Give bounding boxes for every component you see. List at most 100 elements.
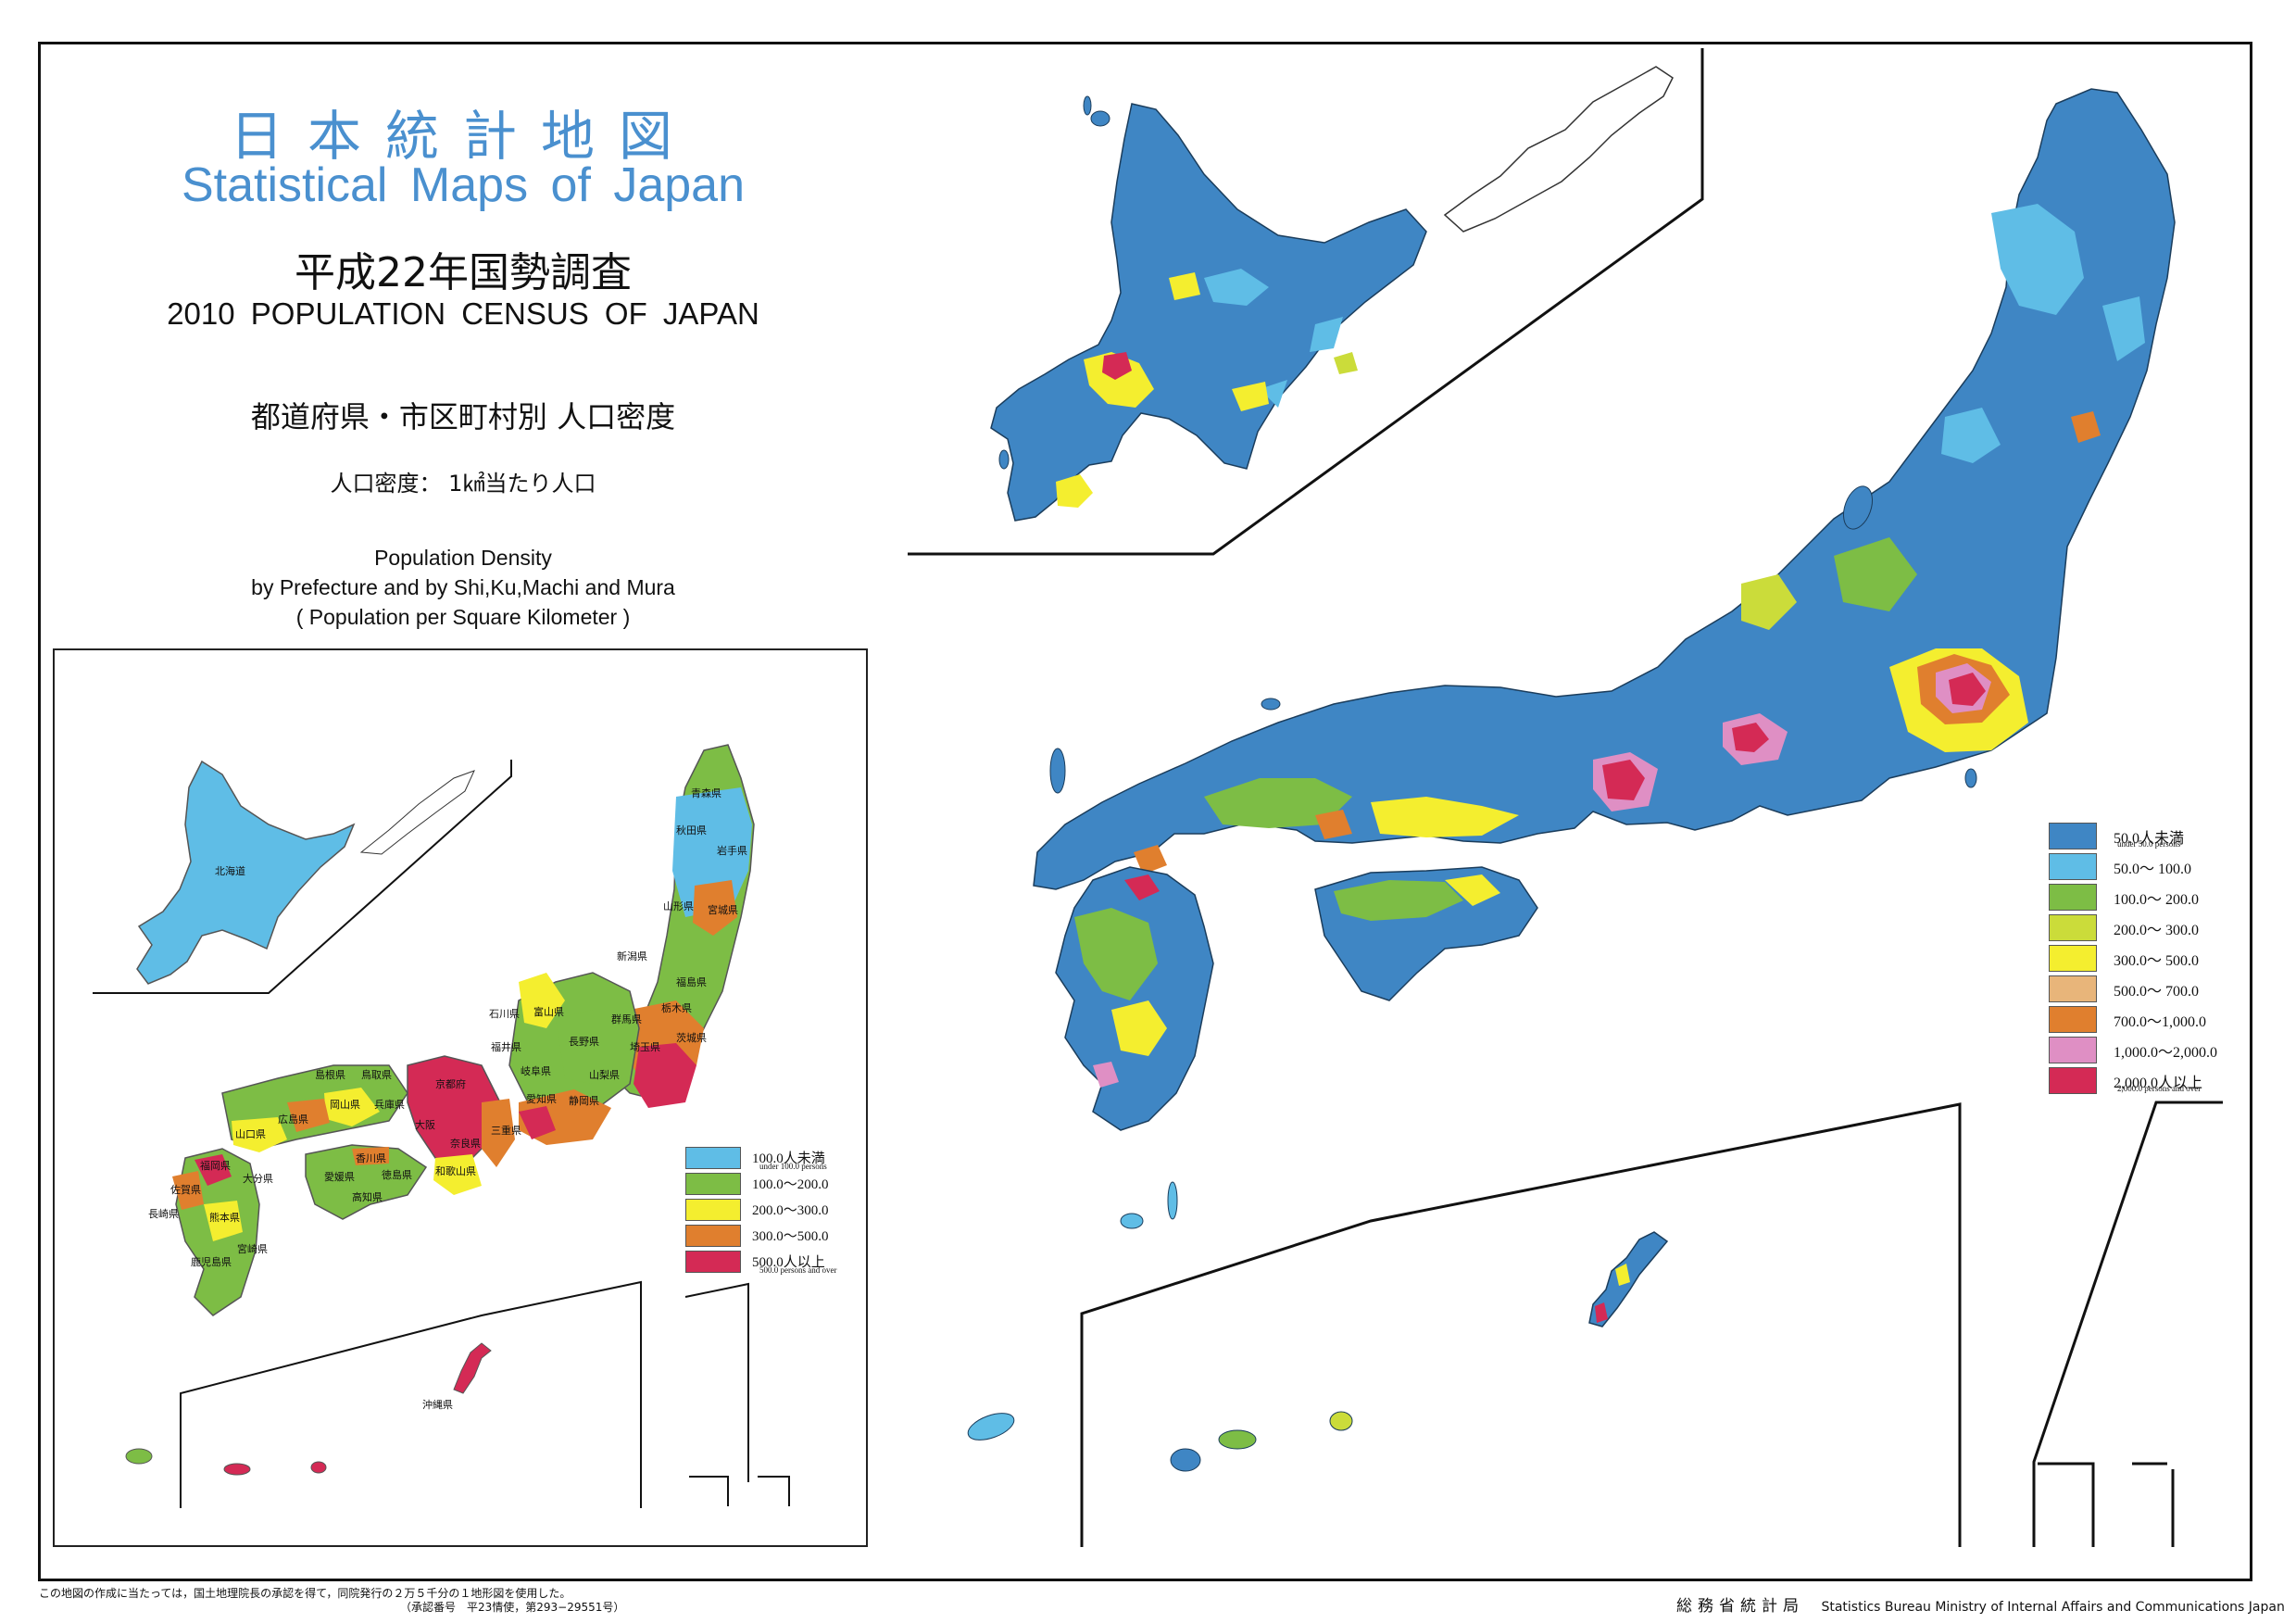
- main-honshu: [1033, 88, 2176, 890]
- main-asahikawa: [1169, 272, 1200, 300]
- pref-okinawa: [453, 1342, 492, 1394]
- legend-label: 1,000.0～2,000.0: [2114, 1045, 2218, 1061]
- legend-swatch: [2049, 884, 2097, 911]
- legend-label: 300.0～500.0: [752, 1229, 829, 1244]
- label-miyagi: 宮城県: [708, 903, 738, 916]
- legend-swatch: [685, 1251, 741, 1273]
- pref-hiroshima: [287, 1099, 330, 1132]
- subject-english-line-1: Population Density: [374, 546, 552, 570]
- pref-saitama-tokyo: [634, 1043, 696, 1108]
- northern-territories: [1443, 66, 1674, 233]
- legend-swatch: [2049, 975, 2097, 1002]
- main-tokyo: [1949, 673, 1986, 706]
- label-hyogo: 兵庫県: [374, 1098, 405, 1111]
- label-nagasaki: 長崎県: [148, 1207, 179, 1220]
- main-nagoya: [1732, 723, 1769, 752]
- tanegashima: [1120, 1213, 1144, 1229]
- legend-swatch: [2049, 945, 2097, 972]
- pref-shikoku: [305, 1144, 428, 1220]
- pref-kumamoto: [204, 1201, 243, 1241]
- label-wakayama: 和歌山県: [435, 1164, 476, 1177]
- legend-sublabel: 500.0 persons and over: [759, 1265, 837, 1275]
- legend-swatch: [2049, 1037, 2097, 1063]
- label-ibaraki: 茨城県: [676, 1031, 707, 1044]
- main-sapporo-core: [1102, 352, 1132, 380]
- label-hokkaido: 北海道: [215, 864, 245, 877]
- label-nagano: 長野県: [569, 1036, 599, 1048]
- subject-english-line-3: ( Population per Square Kilometer ): [295, 605, 631, 629]
- footer-note-line-1: この地図の作成に当たっては，国土地理院長の承認を得て，同院発行の２万５千分の１地…: [39, 1587, 571, 1600]
- pref-kagawa: [352, 1147, 389, 1165]
- label-kagawa: 香川県: [356, 1152, 386, 1164]
- main-sapporo: [1084, 352, 1154, 408]
- legend-swatch: [685, 1199, 741, 1221]
- main-hokuriku-yellow: [1741, 574, 1797, 630]
- main-hokkaido: [990, 103, 1427, 522]
- main-chugoku-green: [1204, 778, 1352, 828]
- label-kumamoto: 熊本県: [209, 1211, 240, 1224]
- label-saga: 佐賀県: [170, 1183, 201, 1196]
- pref-nagano: [556, 1010, 611, 1084]
- pref-miyagi: [693, 880, 737, 936]
- pref-okinawa-border: [180, 1280, 642, 1508]
- oki: [1261, 698, 1281, 711]
- label-okinawa: 沖縄県: [422, 1398, 453, 1411]
- pref-toyama-ishikawa: [519, 973, 565, 1028]
- legend-swatch: [2049, 853, 2097, 880]
- legend-swatch: [2049, 823, 2097, 849]
- amami: [967, 1413, 1015, 1441]
- pref-kuril: [359, 770, 475, 855]
- map-frame: [38, 42, 2252, 1581]
- label-mie: 三重県: [491, 1124, 521, 1137]
- label-kyoto: 京都府: [435, 1077, 466, 1090]
- subject-english-line-2: by Prefecture and by Shi,Ku,Machi and Mu…: [251, 575, 675, 599]
- legend-label: 100.0～200.0: [752, 1177, 829, 1192]
- legend-swatch: [685, 1173, 741, 1195]
- pref-aichi: [519, 1106, 556, 1139]
- legend-label: 700.0～1,000.0: [2114, 1014, 2207, 1030]
- sado: [1842, 485, 1874, 530]
- title-japanese: 日本統計地図: [229, 105, 696, 168]
- footer-publisher: 総務省統計局 Statistics Bureau Ministry of Int…: [1676, 1592, 2285, 1616]
- census-title-japanese: 平成22年国勢調査: [295, 249, 632, 296]
- legend-swatch: [2049, 1006, 2097, 1033]
- label-aomori: 青森県: [691, 786, 721, 799]
- label-aichi: 愛知県: [526, 1092, 557, 1105]
- subject-japanese: 都道府県・市区町村別 人口密度: [250, 399, 676, 434]
- label-ishikawa: 石川県: [489, 1008, 520, 1020]
- label-fukushima: 福島県: [676, 975, 707, 988]
- label-toyama: 富山県: [533, 1005, 564, 1018]
- footer-approval-note: この地図の作成に当たっては，国土地理院長の承認を得て，同院発行の２万５千分の１地…: [39, 1587, 624, 1615]
- label-yamanashi: 山梨県: [589, 1068, 620, 1081]
- census-title-english: 2010 POPULATION CENSUS OF JAPAN: [167, 296, 759, 331]
- subject-english: Population Density by Prefecture and by …: [130, 543, 797, 632]
- label-shizuoka: 静岡県: [569, 1094, 599, 1107]
- label-tottori: 鳥取県: [361, 1068, 392, 1081]
- okushiri-island: [998, 449, 1010, 470]
- main-osaka: [1602, 760, 1645, 800]
- label-ehime: 愛媛県: [324, 1170, 355, 1183]
- ogasawara-inset-border: [2032, 1101, 2223, 1547]
- footer-note-line-2: （承認番号 平23情使，第293−29551号）: [400, 1601, 625, 1614]
- label-gifu: 岐阜県: [521, 1065, 551, 1077]
- tsushima: [1049, 748, 1066, 794]
- pref-okayama: [324, 1088, 380, 1126]
- main-hokkaido-light: [1204, 269, 1343, 408]
- label-saitama: 埼玉県: [630, 1040, 660, 1053]
- label-niigata: 新潟県: [617, 950, 647, 962]
- miyako: [1218, 1429, 1257, 1450]
- label-osaka: 大阪: [415, 1118, 435, 1131]
- legend-label: 500.0～ 700.0: [2114, 984, 2200, 1000]
- legend-label: 100.0～ 200.0: [2114, 892, 2200, 908]
- label-okayama: 岡山県: [330, 1099, 360, 1111]
- label-gunma: 群馬県: [611, 1013, 642, 1025]
- pref-saga-nagasaki: [172, 1171, 204, 1210]
- main-tohoku-light: [1941, 204, 2145, 463]
- prefecture-map: [93, 744, 790, 1508]
- prefecture-inset-box: [53, 648, 868, 1547]
- legend-label: 500.0人以上: [752, 1255, 825, 1270]
- pref-yamaguchi: [232, 1117, 287, 1152]
- legend-swatch: [685, 1147, 741, 1169]
- label-tochigi: 栃木県: [661, 1001, 692, 1014]
- label-shimane: 島根県: [315, 1068, 345, 1081]
